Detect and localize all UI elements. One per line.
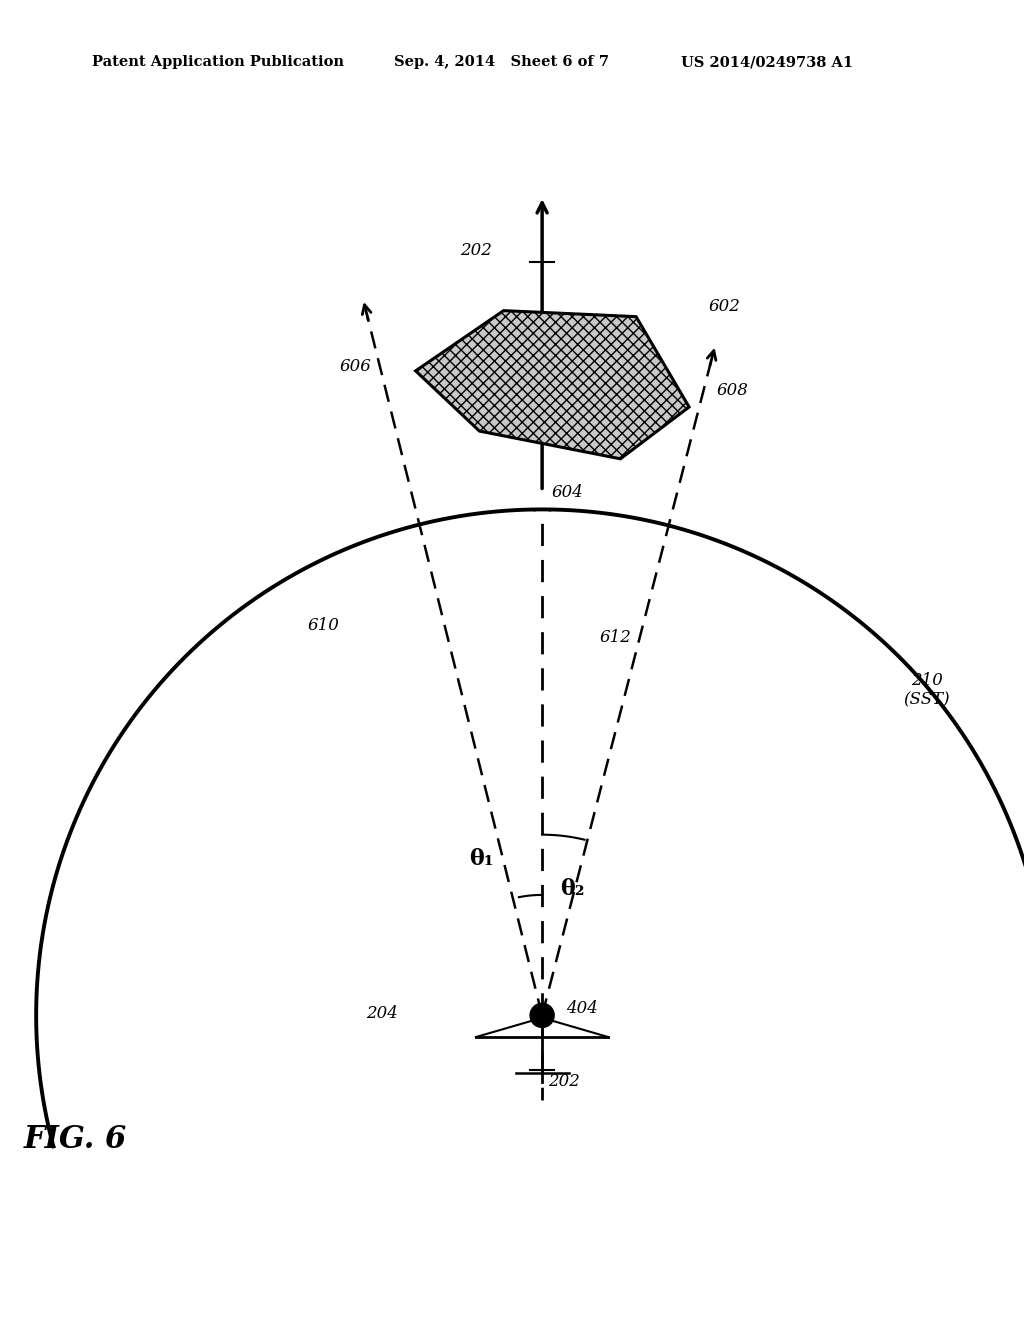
Text: 608: 608 — [717, 381, 749, 399]
Text: 612: 612 — [600, 628, 632, 645]
Text: 602: 602 — [709, 297, 740, 314]
Text: 202: 202 — [460, 242, 492, 259]
Text: θ₁: θ₁ — [469, 847, 494, 870]
Text: US 2014/0249738 A1: US 2014/0249738 A1 — [681, 55, 853, 70]
Circle shape — [530, 1003, 554, 1027]
Text: Sep. 4, 2014   Sheet 6 of 7: Sep. 4, 2014 Sheet 6 of 7 — [394, 55, 609, 70]
Text: 404: 404 — [566, 1001, 598, 1016]
Text: 210
(SST): 210 (SST) — [903, 672, 950, 709]
Text: Patent Application Publication: Patent Application Publication — [92, 55, 344, 70]
Text: 610: 610 — [307, 616, 339, 634]
Polygon shape — [416, 310, 689, 459]
Text: FIG. 6: FIG. 6 — [25, 1123, 127, 1155]
Text: θ₂: θ₂ — [560, 878, 585, 900]
Text: 606: 606 — [340, 358, 372, 375]
Text: 204: 204 — [366, 1005, 397, 1022]
Text: 202: 202 — [548, 1073, 580, 1090]
Text: 604: 604 — [552, 484, 584, 502]
